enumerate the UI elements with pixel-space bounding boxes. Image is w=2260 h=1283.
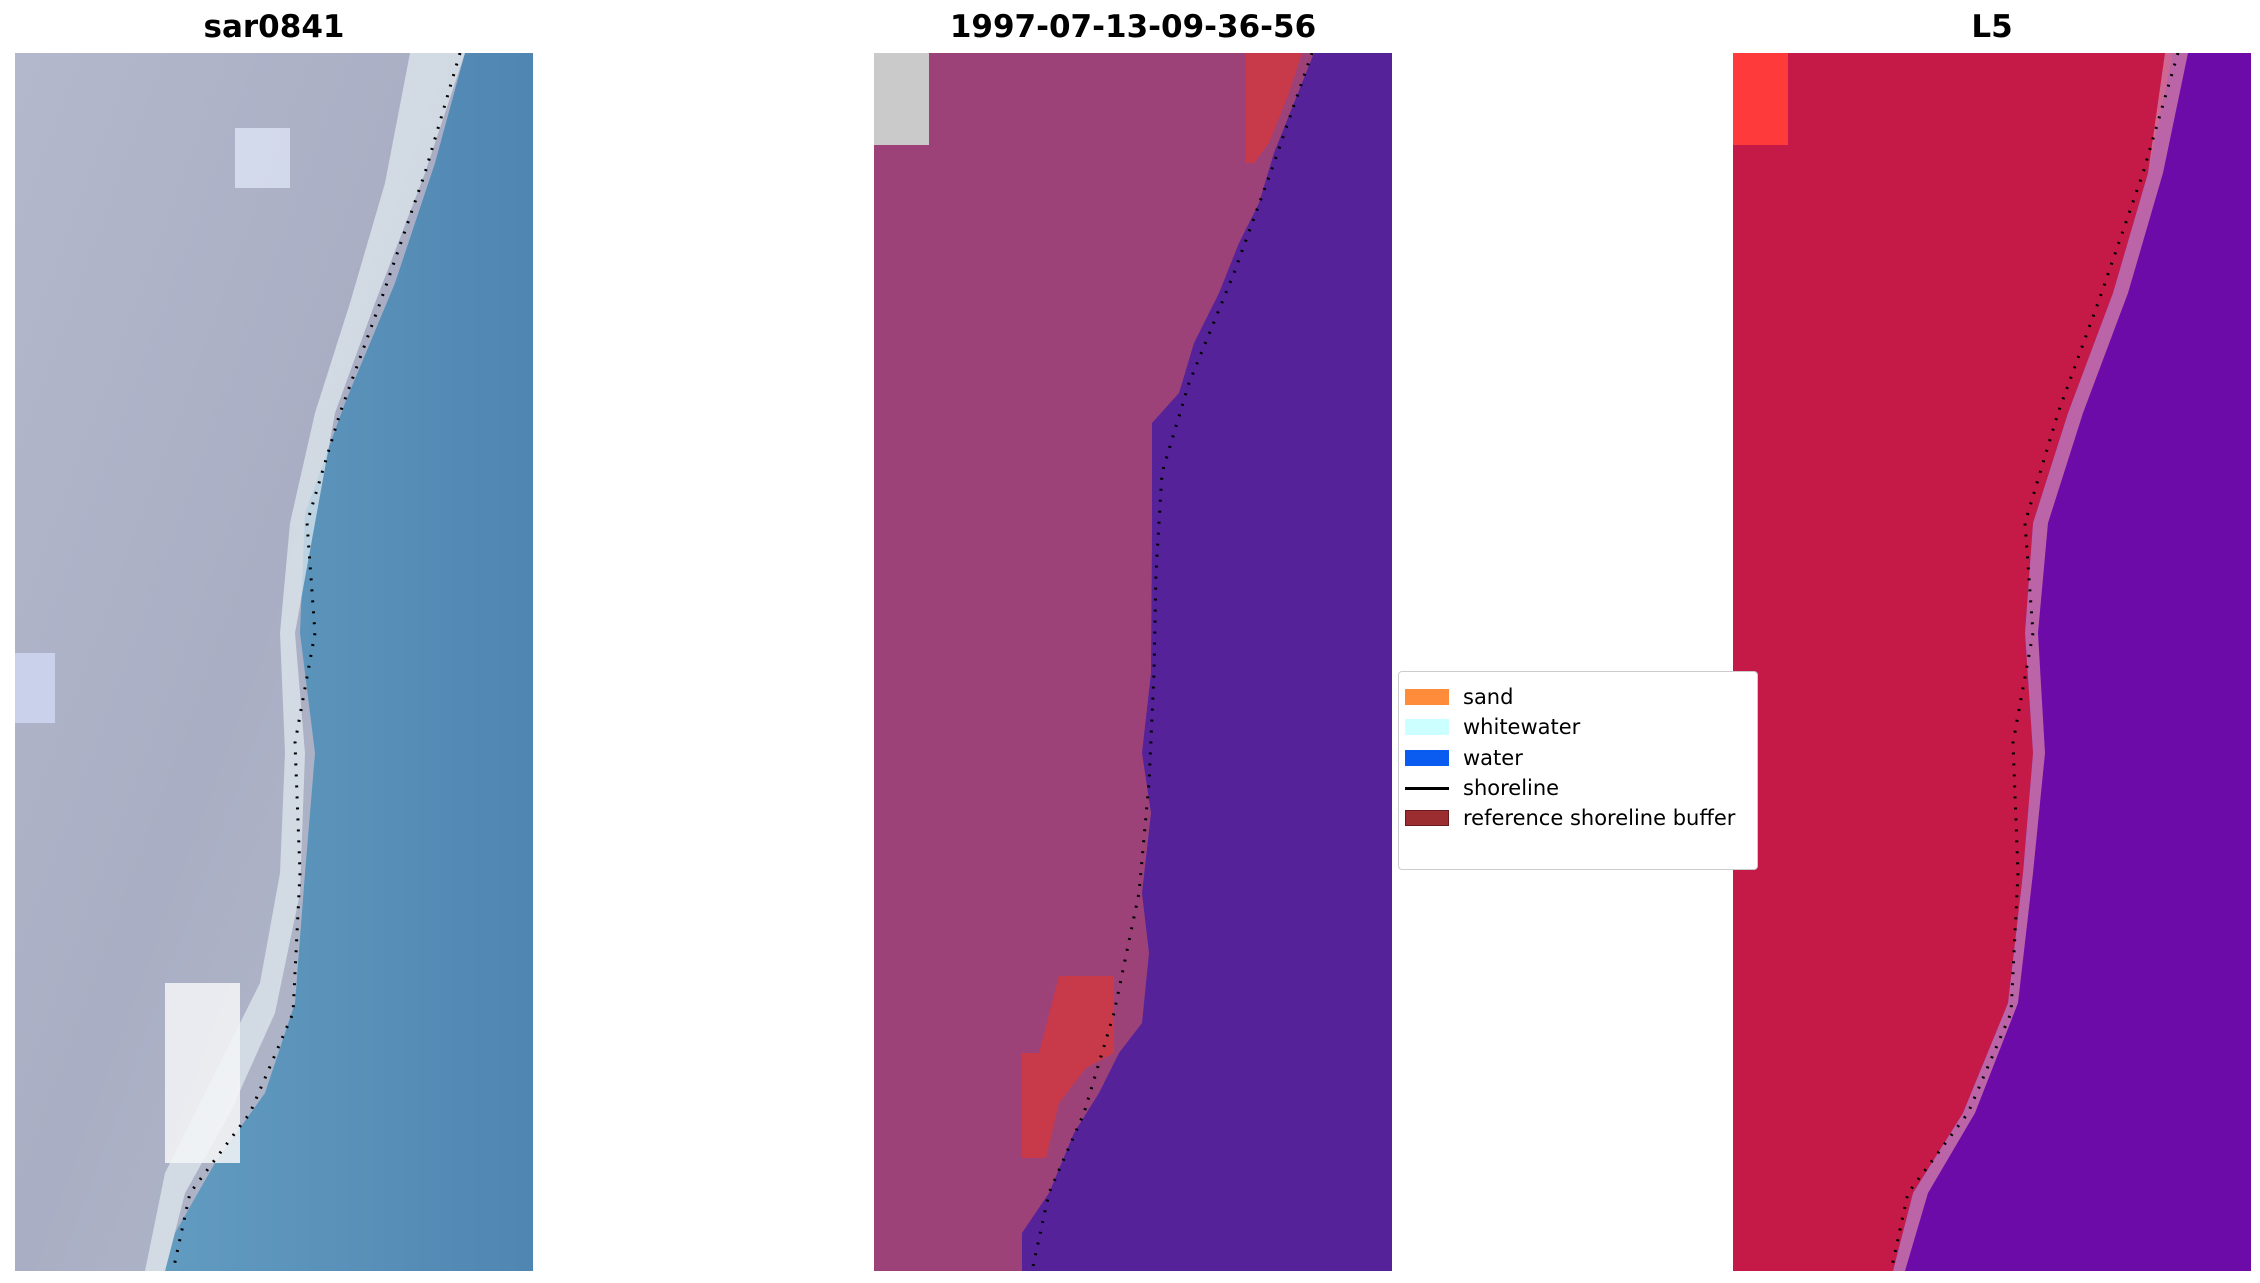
legend-swatch-sand	[1405, 689, 1449, 705]
legend-swatch-reference-buffer	[1405, 810, 1449, 826]
legend-swatch-water	[1405, 750, 1449, 766]
classification-panel	[874, 53, 1392, 1271]
legend-label-whitewater: whitewater	[1463, 715, 1581, 739]
panel-title-index: L5	[1971, 9, 2013, 45]
rgb-bright-patch-2	[235, 128, 290, 188]
rgb-bright-patch	[15, 653, 55, 723]
legend: sand whitewater water shoreline referenc…	[1398, 671, 1758, 870]
legend-item-shoreline: shoreline	[1405, 773, 1757, 803]
legend-line-shoreline	[1405, 786, 1449, 790]
index-land-area	[1733, 53, 2173, 1271]
legend-label-sand: sand	[1463, 685, 1514, 709]
class-grey-patch	[874, 53, 929, 145]
rgb-shoreline	[171, 53, 462, 1271]
rgb-whitewater-patch	[165, 983, 240, 1163]
panel-title-rgb: sar0841	[203, 9, 345, 45]
index-transition-band	[1893, 53, 2188, 1271]
legend-label-reference-buffer: reference shoreline buffer	[1463, 806, 1736, 830]
class-buffer-bottom	[1022, 976, 1114, 1158]
class-buffer-top	[1246, 53, 1302, 163]
index-panel	[1733, 53, 2251, 1271]
legend-item-sand: sand	[1405, 682, 1757, 712]
legend-label-water: water	[1463, 746, 1523, 770]
legend-item-water: water	[1405, 743, 1757, 773]
index-shoreline	[1889, 53, 2180, 1271]
legend-swatch-whitewater	[1405, 719, 1449, 735]
legend-item-whitewater: whitewater	[1405, 712, 1757, 742]
class-land-area	[874, 53, 1314, 1271]
panel-title-classification: 1997-07-13-09-36-56	[949, 9, 1317, 45]
legend-item-reference-buffer: reference shoreline buffer	[1405, 803, 1757, 833]
legend-label-shoreline: shoreline	[1463, 776, 1560, 800]
index-red-patch	[1733, 53, 1788, 145]
rgb-image-panel	[15, 53, 533, 1271]
